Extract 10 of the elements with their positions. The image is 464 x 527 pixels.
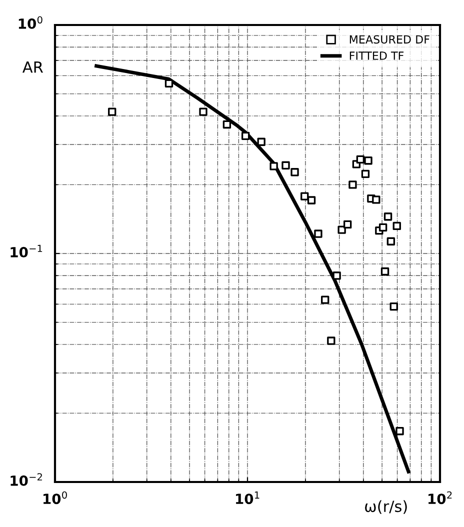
- x-tick-label: 10$^{2}$: [428, 491, 452, 504]
- x-tick-label: 10$^{0}$: [44, 491, 67, 504]
- y-tick-label: 10$^{−1}$: [10, 244, 42, 258]
- y-tick-label: 10$^{−2}$: [10, 473, 42, 486]
- x-axis-title: ω(r/s): [365, 500, 407, 514]
- x-tick-label: 10$^{1}$: [236, 491, 260, 504]
- legend-label: FITTED TF: [350, 52, 404, 60]
- legend-label: MEASURED DF: [350, 35, 430, 44]
- y-tick-label: 10$^{0}$: [18, 16, 42, 29]
- y-axis-title: AR: [22, 61, 44, 73]
